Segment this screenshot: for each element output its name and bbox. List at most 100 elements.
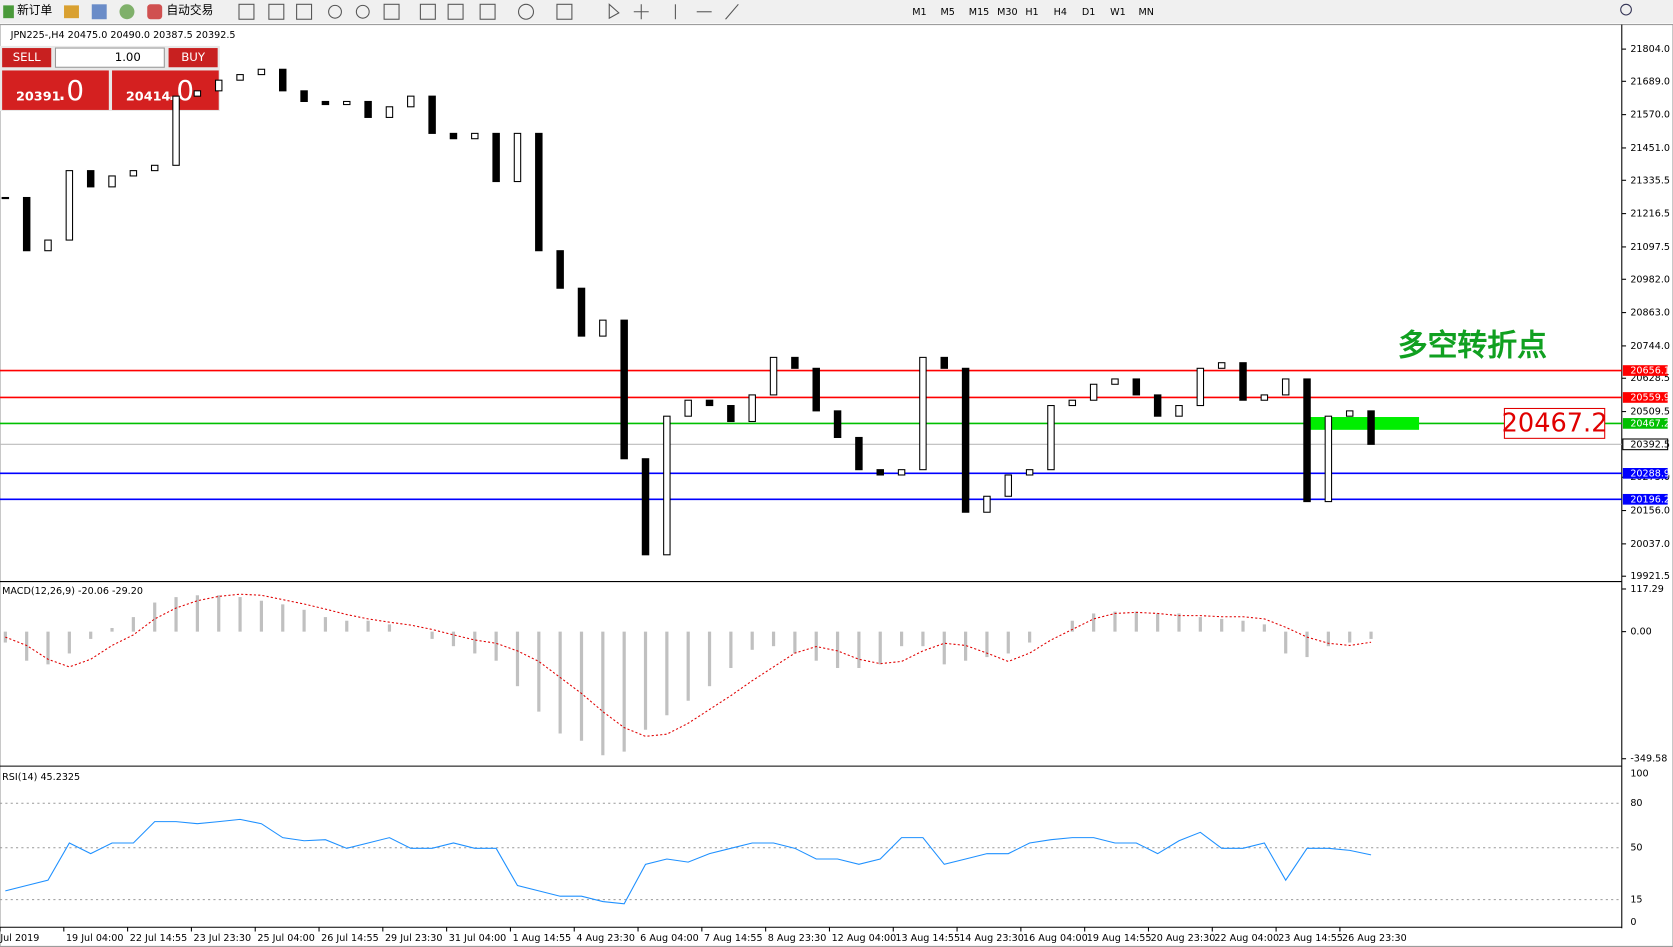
timeframe-button[interactable]: D1 <box>1082 7 1096 18</box>
x-tick-label: 19 Aug 14:55 <box>1087 933 1152 944</box>
current-price-bg <box>1622 438 1669 451</box>
tool[interactable] <box>419 3 436 20</box>
candle <box>300 90 308 103</box>
candle <box>1367 410 1375 445</box>
level-tag: 20559.9 <box>1630 392 1670 403</box>
auto-trading-button[interactable]: 自动交易 <box>166 3 213 17</box>
y-tick-label: 21216.5 <box>1630 209 1670 220</box>
candle <box>1111 378 1119 385</box>
candle <box>1068 399 1077 407</box>
y-tick-label: 20744.0 <box>1630 341 1670 352</box>
timeframe-button[interactable]: H4 <box>1054 7 1067 18</box>
sell-price-box[interactable] <box>2 70 109 110</box>
tool[interactable] <box>518 3 535 20</box>
bid-main[interactable]: 20391 <box>16 90 61 105</box>
tool[interactable] <box>296 3 313 20</box>
marker-box <box>1307 417 1420 430</box>
toolbar <box>0 0 1673 24</box>
timeframe-button[interactable]: M5 <box>941 7 955 18</box>
x-tick-label: 6 Aug 04:00 <box>640 933 699 944</box>
y-tick-label: 20037.0 <box>1630 539 1670 550</box>
toolbar-icon[interactable] <box>91 4 107 20</box>
cursor-tool[interactable] <box>608 3 620 20</box>
level-tag-bg <box>1622 418 1668 429</box>
candle <box>150 164 159 172</box>
candle <box>1303 378 1311 503</box>
x-tick-label: 29 Jul 23:30 <box>385 933 443 944</box>
candle <box>279 68 287 92</box>
current-price-tag: 20392.5 <box>1630 439 1670 450</box>
x-tick-label: 23 Aug 14:55 <box>1278 933 1343 944</box>
auto-trading-icon[interactable] <box>147 4 163 20</box>
candle <box>556 250 564 289</box>
candle <box>214 79 223 92</box>
timeframe-button[interactable]: M15 <box>969 7 990 18</box>
new-order-button[interactable]: 新订单 <box>17 3 52 17</box>
timeframe-button[interactable]: M1 <box>912 7 926 18</box>
ask-fraction[interactable]: .0 <box>168 74 194 107</box>
y-tick-label: 0.00 <box>1630 627 1651 638</box>
lots-input[interactable] <box>54 47 165 68</box>
candle <box>428 95 436 134</box>
tool[interactable] <box>479 3 496 20</box>
x-tick-label: 13 Aug 14:55 <box>895 933 960 944</box>
x-tick-label: 22 Aug 04:00 <box>1214 933 1279 944</box>
zoom-out[interactable] <box>355 4 370 19</box>
timeframe-button[interactable]: MN <box>1138 7 1153 18</box>
ask-main[interactable]: 20414 <box>126 90 171 105</box>
tool[interactable] <box>383 3 400 20</box>
rsi-header: RSI(14) 45.2325 <box>2 772 80 783</box>
candle <box>129 170 138 177</box>
sell-button[interactable] <box>2 48 52 68</box>
candle <box>876 469 884 476</box>
y-tick-label: 20509.5 <box>1630 407 1670 418</box>
candle <box>1324 415 1333 503</box>
toolbar-icon[interactable] <box>119 4 135 20</box>
x-tick-label: 7 Aug 14:55 <box>704 933 763 944</box>
x-tick-label: 22 Jul 14:55 <box>130 933 188 944</box>
y-tick-label: 15 <box>1630 895 1642 906</box>
timeframe-button[interactable]: W1 <box>1110 7 1126 18</box>
candle <box>577 287 586 337</box>
candle <box>321 100 330 106</box>
timeframe-button[interactable]: M30 <box>997 7 1018 18</box>
trendline-tool[interactable] <box>725 3 739 20</box>
candle <box>407 95 415 108</box>
lots-value[interactable]: 1.00 <box>115 50 141 64</box>
level-tag-bg <box>1622 493 1668 505</box>
bid-fraction[interactable]: .0 <box>58 74 84 107</box>
buy-label[interactable]: BUY <box>181 50 206 64</box>
y-tick-label: 21451.0 <box>1630 143 1670 154</box>
y-tick-label: 80 <box>1630 798 1642 809</box>
candle <box>855 436 863 471</box>
toolbar-icon[interactable] <box>64 5 79 19</box>
y-tick-label: 21570.0 <box>1630 110 1670 121</box>
candle <box>599 319 607 337</box>
search-icon[interactable] <box>1620 3 1632 16</box>
tool[interactable] <box>556 3 573 20</box>
candle <box>641 458 650 556</box>
candle <box>1004 474 1013 497</box>
annotation: 多空转折点 <box>1398 328 1547 363</box>
candle <box>193 90 202 97</box>
candle <box>1175 405 1183 417</box>
zoom-in[interactable] <box>328 4 342 19</box>
tool[interactable] <box>238 3 255 20</box>
candle <box>108 175 116 188</box>
candle <box>1089 383 1098 401</box>
timeframe-button[interactable]: H1 <box>1025 7 1038 18</box>
y-tick-label: 20628.5 <box>1630 373 1670 384</box>
candle <box>791 356 799 369</box>
candle <box>833 410 842 439</box>
tool[interactable] <box>447 3 464 20</box>
crosshair-tool[interactable] <box>633 4 649 20</box>
chart-header: JPN225-,H4 20475.0 20490.0 20387.5 20392… <box>10 30 236 41</box>
new-order-icon[interactable] <box>3 5 14 19</box>
buy-price-box[interactable] <box>112 70 219 110</box>
x-tick-label: 12 Aug 04:00 <box>832 933 897 944</box>
candle <box>620 319 628 460</box>
buy-button[interactable] <box>168 48 218 68</box>
candle <box>86 170 95 188</box>
sell-label[interactable]: SELL <box>13 50 41 64</box>
tool[interactable] <box>268 3 285 20</box>
